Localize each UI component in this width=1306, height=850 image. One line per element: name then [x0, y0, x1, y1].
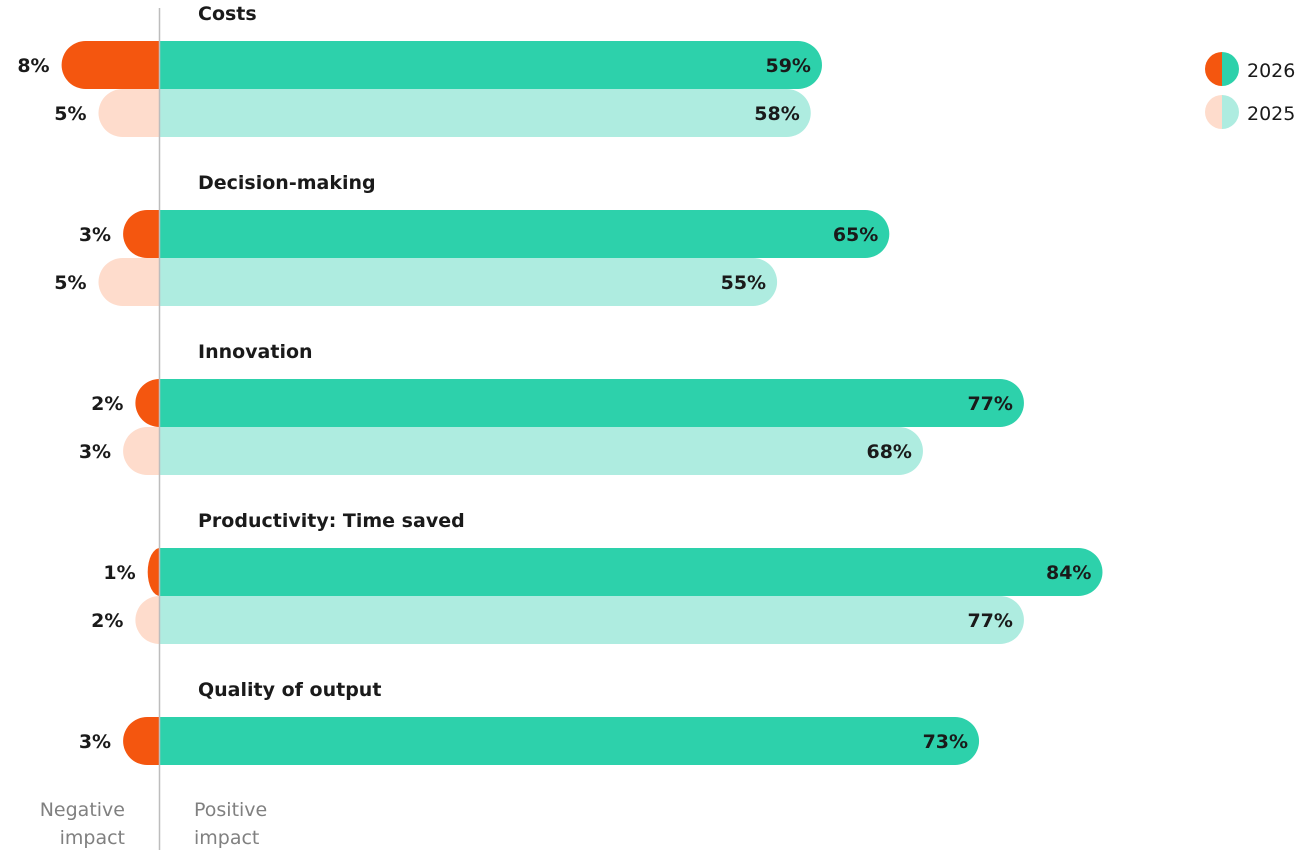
legend-label-2025: 2025	[1247, 103, 1295, 125]
value-label-negative-innovation-2026: 2%	[91, 393, 123, 415]
bar-positive-innovation-2025	[160, 427, 923, 475]
bar-negative-productivity-time-saved-2026	[147, 548, 160, 596]
legend-item-2026: 2026	[1205, 52, 1295, 86]
bar-negative-innovation-2025	[123, 427, 160, 475]
bars-layer	[61, 41, 1103, 765]
positive-impact-label-line1: Positive	[194, 799, 267, 821]
bar-positive-decision-making-2025	[160, 258, 778, 306]
value-label-negative-costs-2025: 5%	[54, 103, 86, 125]
axis-labels: Negative impact Positive impact	[40, 799, 268, 849]
legend-swatch-2025-negative	[1205, 95, 1222, 129]
bar-positive-decision-making-2026	[160, 210, 890, 258]
bar-positive-costs-2025	[160, 89, 811, 137]
value-label-positive-costs-2026: 59%	[765, 55, 810, 77]
bar-negative-decision-making-2026	[123, 210, 160, 258]
legend-swatch-2026-positive	[1222, 52, 1239, 86]
bar-negative-decision-making-2025	[98, 258, 160, 306]
value-label-positive-productivity-time-saved-2025: 77%	[967, 610, 1012, 632]
value-label-negative-productivity-time-saved-2025: 2%	[91, 610, 123, 632]
bar-positive-quality-of-output-2026	[160, 717, 980, 765]
bar-negative-quality-of-output-2026	[123, 717, 160, 765]
legend-swatch-2026-negative	[1205, 52, 1222, 86]
value-label-negative-quality-of-output-2026: 3%	[79, 731, 111, 753]
value-label-negative-decision-making-2025: 5%	[54, 272, 86, 294]
bar-positive-costs-2026	[160, 41, 822, 89]
negative-impact-label-line1: Negative	[40, 799, 125, 821]
legend-label-2026: 2026	[1247, 60, 1295, 82]
value-label-positive-productivity-time-saved-2026: 84%	[1046, 562, 1091, 584]
legend-item-2025: 2025	[1205, 95, 1295, 129]
category-label-costs: Costs	[198, 3, 257, 25]
value-label-positive-decision-making-2026: 65%	[833, 224, 878, 246]
bar-negative-costs-2026	[61, 41, 160, 89]
bar-positive-productivity-time-saved-2026	[160, 548, 1103, 596]
positive-impact-label-line2: impact	[194, 827, 259, 849]
bar-negative-productivity-time-saved-2025	[135, 596, 160, 644]
bar-positive-innovation-2026	[160, 379, 1024, 428]
labels-layer: Costs 59% 8% 58% 5% Decision-making 65% 3% 55% 5%…	[17, 3, 1091, 753]
value-label-positive-decision-making-2025: 55%	[721, 272, 766, 294]
value-label-positive-quality-of-output-2026: 73%	[923, 731, 968, 753]
legend-swatch-2025-positive	[1222, 95, 1239, 129]
bar-positive-productivity-time-saved-2025	[160, 596, 1024, 644]
category-label-decision-making: Decision-making	[198, 172, 376, 194]
bar-negative-costs-2025	[98, 89, 160, 137]
value-label-negative-innovation-2025: 3%	[79, 441, 111, 463]
value-label-positive-innovation-2026: 77%	[967, 393, 1012, 415]
value-label-negative-costs-2026: 8%	[17, 55, 49, 77]
category-label-innovation: Innovation	[198, 341, 313, 363]
value-label-positive-innovation-2025: 68%	[866, 441, 911, 463]
value-label-negative-decision-making-2026: 3%	[79, 224, 111, 246]
value-label-negative-productivity-time-saved-2026: 1%	[103, 562, 135, 584]
bar-negative-innovation-2026	[135, 379, 160, 428]
negative-impact-label-line2: impact	[60, 827, 125, 849]
category-label-quality-of-output: Quality of output	[198, 679, 381, 701]
value-label-positive-costs-2025: 58%	[754, 103, 799, 125]
category-label-productivity-time-saved: Productivity: Time saved	[198, 510, 465, 532]
legend: 2026 2025	[1205, 52, 1295, 129]
